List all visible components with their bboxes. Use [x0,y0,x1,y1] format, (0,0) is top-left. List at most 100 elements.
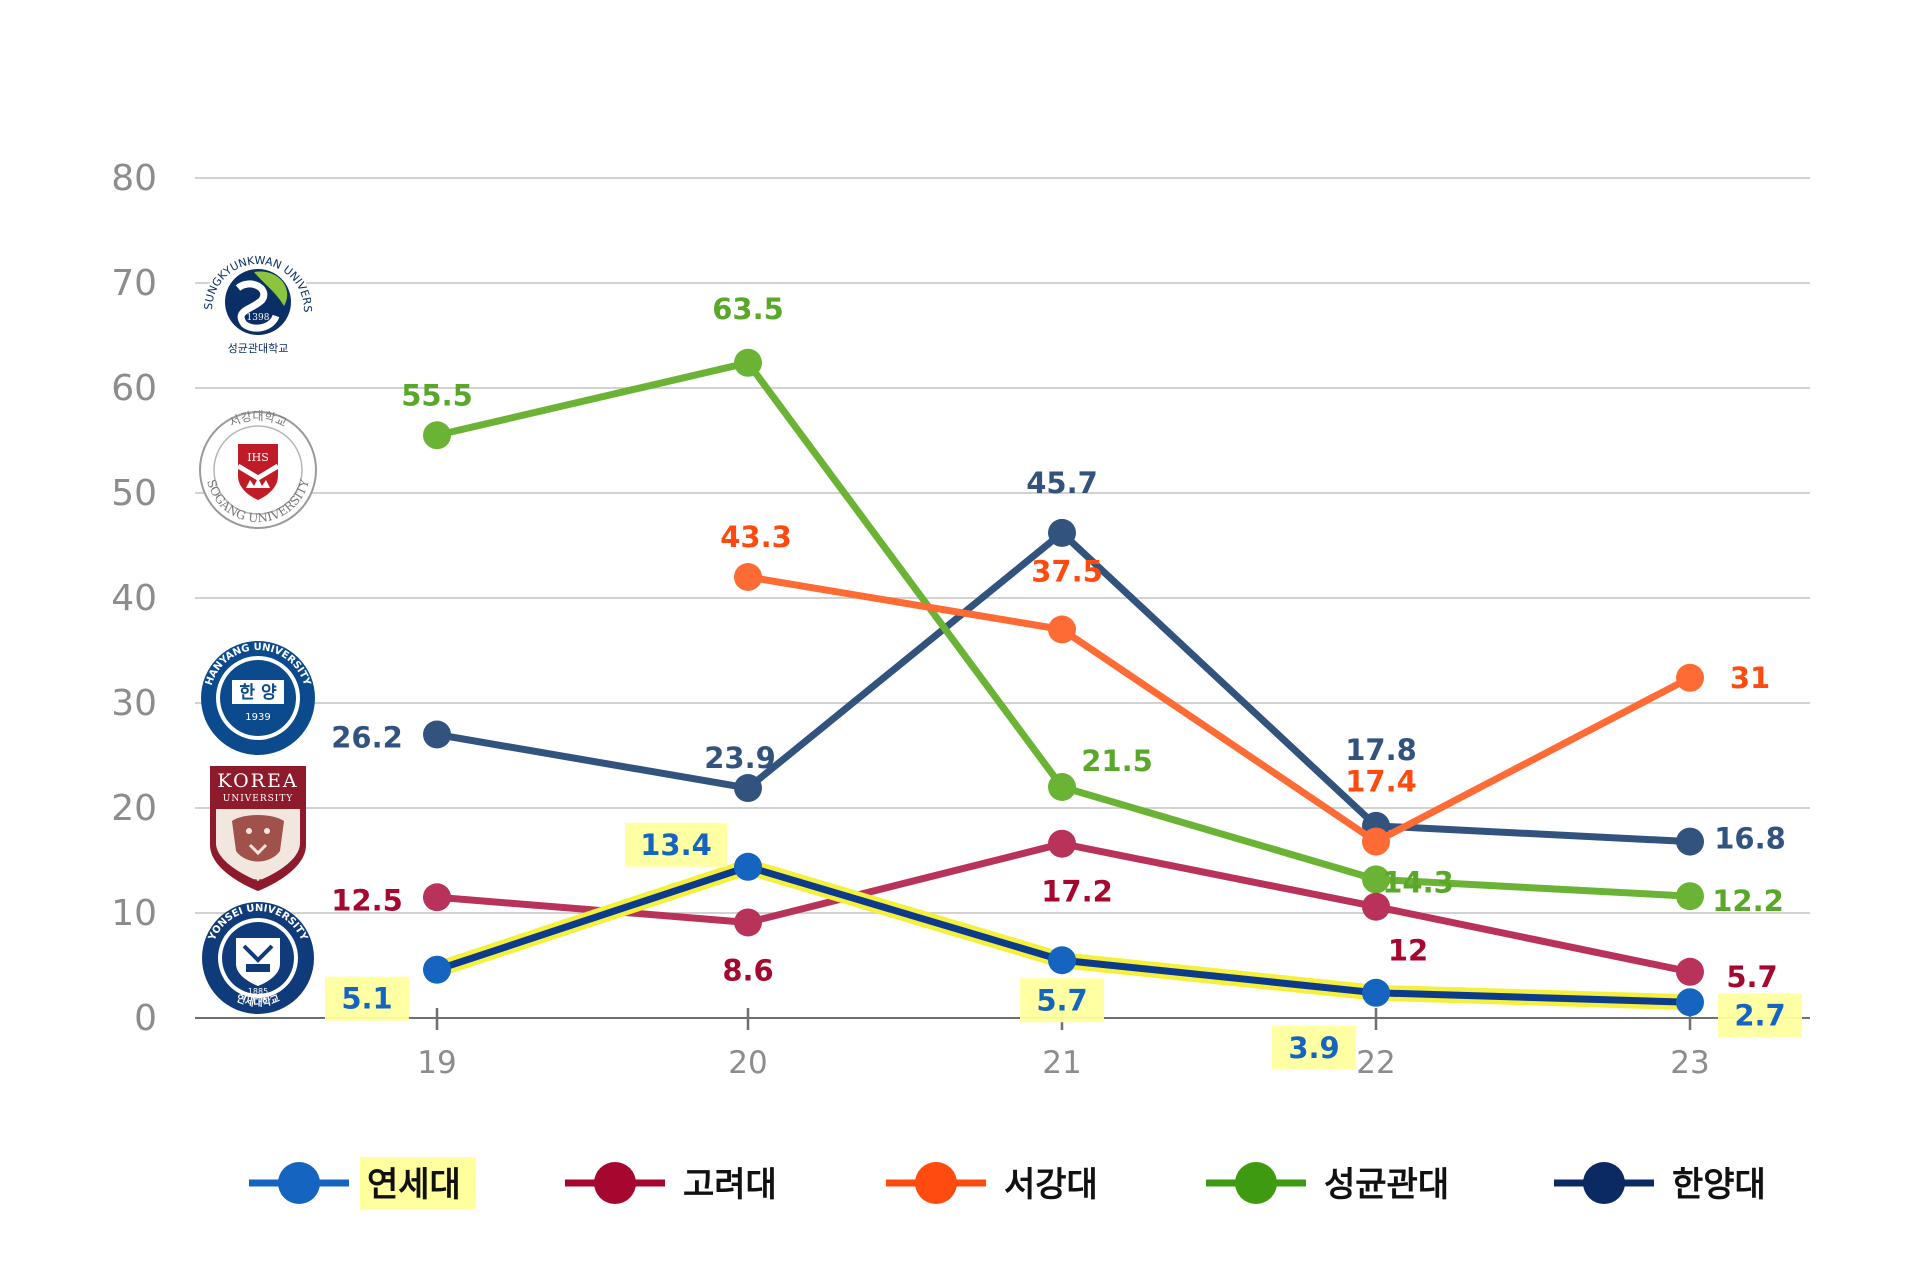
svg-text:KOREA: KOREA [217,770,298,792]
data-label: 5.7 [1036,983,1087,1017]
korea-logo: KOREA UNIVERSITY 1905 [210,766,306,891]
data-label-box [1020,978,1104,1023]
data-label: 12.2 [1712,884,1784,918]
data-point [1362,827,1390,856]
data-label: 16.8 [1714,822,1786,856]
data-point [734,774,762,803]
y-tick-label: 10 [111,893,157,934]
data-label: 17.4 [1345,765,1417,799]
x-axis: 19 20 21 22 23 [417,1008,1710,1081]
y-tick-label: 60 [111,368,157,409]
data-label: 21.5 [1081,744,1153,778]
svg-text:1885: 1885 [248,987,268,996]
legend-label: 연세대 [367,1165,461,1205]
data-point [1048,946,1076,975]
data-point [1048,518,1076,547]
legend: 연세대 고려대 서강대 성균관대 한양대 [249,1157,1766,1209]
data-label: 8.6 [722,953,773,987]
y-axis-ticks: 0 10 20 30 40 50 60 70 80 [111,158,157,1039]
data-point [1676,827,1704,856]
data-point [734,852,762,881]
data-label: 63.5 [712,292,784,326]
svg-text:1398: 1398 [247,313,270,323]
svg-text:성균관대학교: 성균관대학교 [228,342,289,355]
data-label: 2.7 [1734,998,1785,1032]
data-point [1676,663,1704,692]
legend-label: 서강대 [1004,1165,1098,1205]
svg-text:IHS: IHS [247,451,268,464]
x-tick-label: 22 [1356,1045,1395,1081]
data-label: 12 [1388,934,1428,968]
data-point [1048,829,1076,858]
data-label: 5.1 [341,982,392,1016]
data-point [423,883,451,912]
data-point [1362,978,1390,1007]
legend-swatch-dot [915,1162,957,1204]
data-point [1676,988,1704,1017]
y-tick-label: 70 [111,263,157,304]
data-point [1676,882,1704,911]
y-tick-label: 50 [111,473,157,514]
legend-swatch-dot [594,1162,636,1204]
grid [195,177,1810,1019]
data-point [423,720,451,749]
svg-text:한 양: 한 양 [239,683,277,703]
svg-text:1905: 1905 [248,878,268,887]
plot-area [423,348,1704,1017]
data-point [423,421,451,450]
data-label: 3.9 [1288,1031,1339,1065]
legend-swatch-dot [278,1162,320,1204]
x-tick-label: 23 [1670,1045,1709,1081]
data-label: 17.2 [1041,875,1113,909]
y-tick-label: 30 [111,683,157,724]
svg-text:1939: 1939 [245,712,270,723]
data-labels: 26.2 23.9 45.7 17.8 16.8 55.5 63.5 21.5 14.3 12.2… [325,292,1802,1070]
data-point [1676,957,1704,986]
series-line-서강대 [747,573,1692,846]
data-point [1362,865,1390,894]
data-label: 37.5 [1031,555,1103,589]
data-label-box [1272,1025,1356,1070]
legend-highlight [360,1157,476,1209]
data-label: 17.8 [1345,733,1417,767]
y-tick-label: 40 [111,578,157,619]
data-label: 14.3 [1382,865,1454,899]
y-tick-label: 80 [111,158,157,199]
svg-text:UNIVERSITY: UNIVERSITY [223,794,294,804]
data-label: 26.2 [331,721,403,755]
data-label-box [625,822,727,867]
sungkyunkwan-logo: 1398 SUNGKYUNKWAN UNIVERSITY 성균관대학교 [202,250,314,355]
legend-label: 한양대 [1672,1165,1766,1205]
y-tick-label: 20 [111,788,157,829]
data-point [1048,615,1076,644]
svg-text:서강대학교: 서강대학교 [227,409,289,430]
data-point [1048,773,1076,801]
data-label: 43.3 [720,520,792,554]
data-label: 12.5 [331,883,403,917]
x-tick-label: 19 [417,1045,456,1081]
data-label: 13.4 [640,828,712,862]
yonsei-logo: 1885 YONSEI UNIVERSITY 연세대학교 [202,902,314,1014]
data-label: 45.7 [1026,466,1098,500]
y-tick-label: 0 [134,998,157,1039]
x-tick-label: 21 [1042,1045,1081,1081]
data-label-box [325,976,409,1021]
data-label: 55.5 [401,378,473,412]
data-label: 5.7 [1726,960,1777,994]
legend-swatch-dot [1583,1162,1625,1204]
data-label: 23.9 [704,741,776,775]
data-point [734,908,762,937]
data-point [423,955,451,984]
data-label: 31 [1730,661,1770,695]
legend-label: 고려대 [683,1165,777,1205]
data-point [1362,892,1390,921]
data-point [734,348,762,377]
x-tick-label: 20 [728,1045,767,1081]
legend-swatch-dot [1235,1162,1277,1204]
legend-label: 성균관대 [1324,1165,1449,1205]
data-point [734,563,762,591]
sogang-logo: IHS 서강대학교 SOGANG UNIVERSITY [199,409,317,529]
hanyang-logo: 한 양 1939 HANYANG UNIVERSITY [201,641,315,755]
data-label-box [1718,993,1802,1038]
